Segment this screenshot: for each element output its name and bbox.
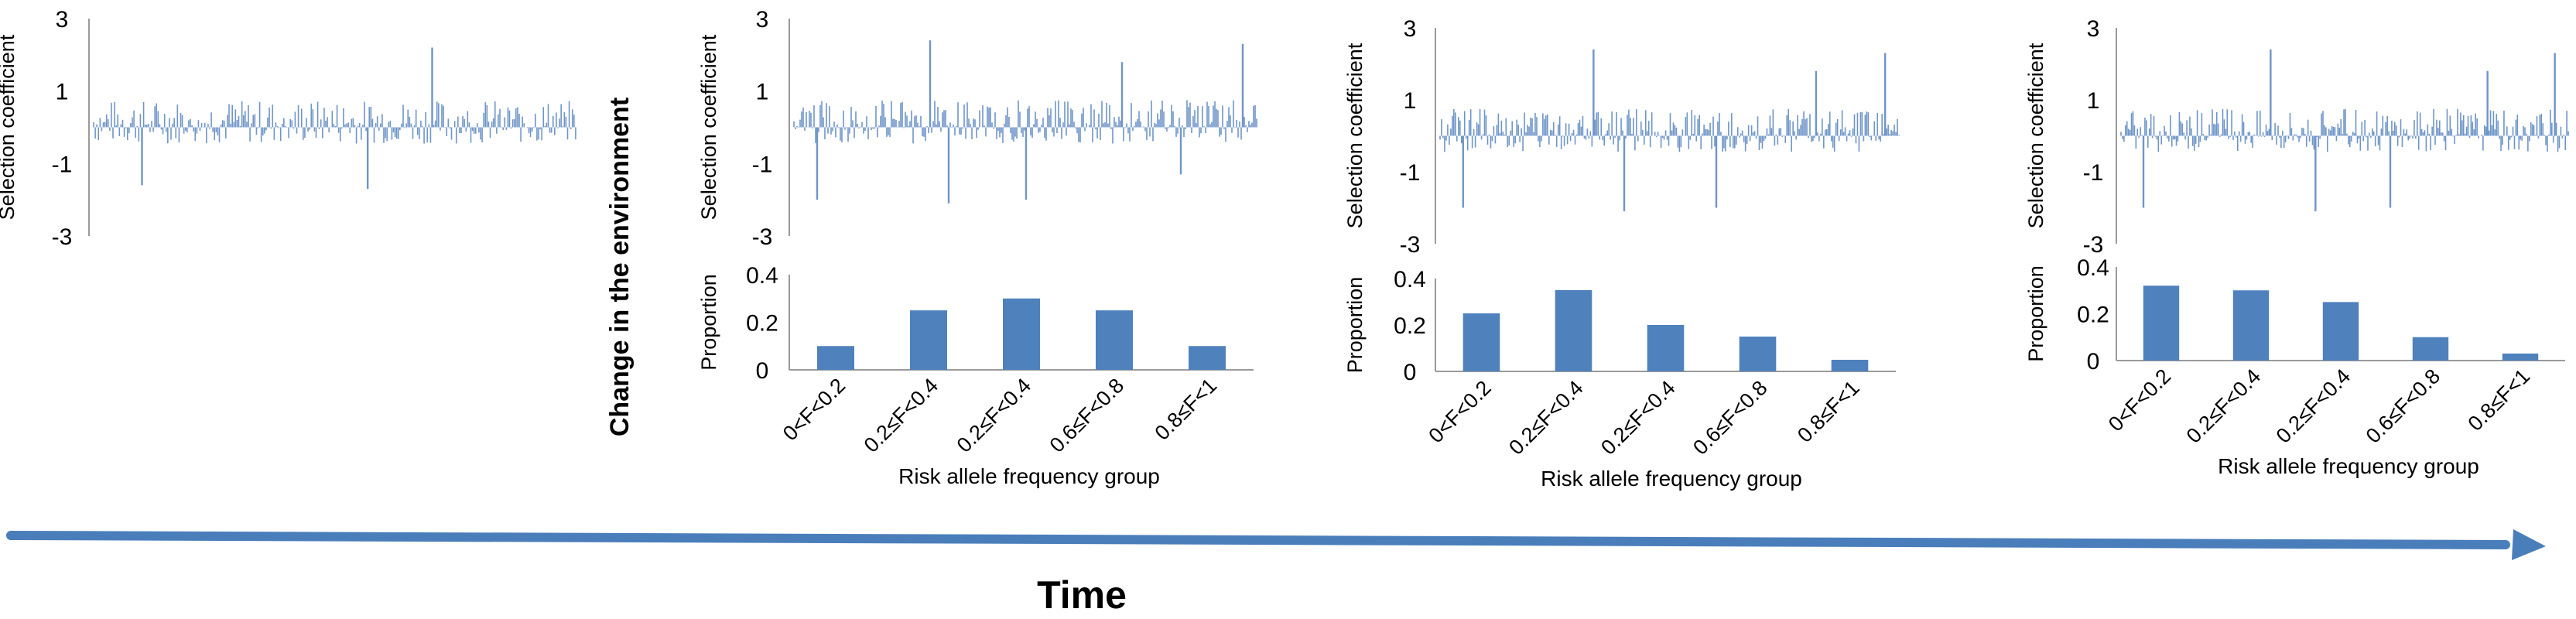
y-tick-label: 3 — [2087, 16, 2100, 42]
freq-bar — [1739, 337, 1777, 371]
freq-bar — [2322, 302, 2359, 361]
x-axis-label: Risk allele frequency group — [898, 464, 1160, 488]
selection-coefficients-t3: 3 1 -1 -3 Selection coefficient — [2024, 16, 2569, 258]
y-axis-label: Selection coefficient — [697, 34, 720, 220]
y-tick-label: 0.4 — [1394, 267, 1426, 292]
freq-bar — [1189, 346, 1226, 370]
y-tick-label: 0 — [2087, 349, 2100, 374]
y-tick-label: -3 — [752, 224, 773, 250]
y-tick-label: 1 — [1404, 88, 1417, 114]
y-tick-label: 3 — [56, 7, 69, 32]
selection-coefficients-t2: 3 1 -1 -3 Selection coefficient — [1343, 16, 1900, 258]
x-tick-label: 0.2≤F<0.4 — [1504, 376, 1588, 460]
x-tick-label: 0<F<0.2 — [778, 374, 850, 445]
freq-bar — [1462, 313, 1500, 371]
freq-bar — [1831, 360, 1869, 371]
y-axis-label: Selection coefficient — [2024, 43, 2047, 228]
x-tick-label: 0.2≤F<0.4 — [1596, 376, 1680, 460]
selection-coefficients-t0: 3 1 -1 -3 Selection coefficient — [0, 7, 576, 250]
x-tick-label: 0.6≤F<0.8 — [2362, 364, 2445, 448]
y-tick-label: -1 — [52, 152, 73, 177]
y-tick-label: 1 — [56, 80, 69, 105]
y-tick-label: 0.2 — [746, 311, 778, 337]
y-tick-label: 0 — [756, 358, 769, 384]
x-tick-label: 0.2≤F<0.4 — [860, 374, 943, 457]
y-tick-label: -1 — [2083, 160, 2104, 186]
y-tick-label: 0.4 — [2077, 255, 2109, 281]
freq-bar — [2412, 337, 2449, 361]
env-change-label: Change in the environment — [605, 97, 635, 436]
freq-bar — [817, 346, 854, 370]
y-tick-label: 0.2 — [2077, 303, 2109, 328]
freq-bar — [1003, 298, 1040, 370]
y-axis-label: Selection coefficient — [1343, 43, 1367, 228]
y-tick-label: 3 — [756, 7, 769, 32]
charts-layer: 3 1 -1 -3 Selection coefficient 3 1 -1 -3 Selecti… — [0, 7, 2569, 491]
y-axis-label: Proportion — [2024, 265, 2047, 362]
time-arrow-shaft — [6, 531, 2510, 549]
x-tick-label: 0.8≤F<1 — [1151, 374, 1222, 445]
y-tick-label: -1 — [752, 152, 773, 177]
x-tick-label: 0.6≤F<0.8 — [1688, 376, 1772, 460]
freq-bar — [2232, 290, 2270, 361]
time-arrow — [6, 529, 2546, 560]
freq-bar — [1096, 310, 1133, 370]
freq-bar — [2502, 353, 2539, 361]
freq-bar — [1555, 290, 1592, 371]
freq-bar — [2143, 286, 2180, 361]
y-tick-label: -3 — [2083, 232, 2104, 258]
x-tick-label: 0.2≤F<0.4 — [2182, 364, 2266, 448]
x-tick-label: 0.2≤F<0.4 — [2272, 364, 2355, 448]
y-axis-label: Selection coefficient — [0, 34, 19, 220]
freq-bar — [1647, 325, 1685, 371]
y-tick-label: 0.2 — [1394, 313, 1426, 339]
y-tick-label: 0 — [1404, 360, 1417, 385]
time-arrow-head — [2512, 529, 2546, 560]
y-tick-label: 1 — [756, 80, 769, 105]
y-tick-label: 1 — [2087, 88, 2100, 114]
y-tick-label: 3 — [1404, 16, 1417, 42]
x-tick-label: 0.6≤F<0.8 — [1045, 374, 1129, 457]
time-label: Time — [1037, 573, 1127, 617]
y-axis-label: Proportion — [697, 274, 720, 371]
y-tick-label: 0.4 — [746, 263, 778, 289]
x-tick-label: 0<F<0.2 — [2104, 364, 2175, 436]
y-tick-label: -1 — [1400, 160, 1421, 186]
freq-bar — [910, 310, 947, 370]
y-tick-label: -3 — [52, 224, 73, 250]
x-tick-label: 0.8≤F<1 — [1793, 376, 1864, 447]
x-tick-label: 0.2≤F<0.4 — [953, 374, 1036, 457]
x-axis-label: Risk allele frequency group — [2218, 454, 2479, 478]
y-axis-label: Proportion — [1343, 277, 1367, 374]
x-tick-label: 0.8≤F<1 — [2464, 364, 2535, 436]
y-tick-label: -3 — [1400, 232, 1421, 258]
selection-coefficients-t1: 3 1 -1 -3 Selection coefficient — [697, 7, 1257, 250]
x-axis-label: Risk allele frequency group — [1541, 467, 1802, 491]
x-tick-label: 0<F<0.2 — [1424, 376, 1495, 447]
